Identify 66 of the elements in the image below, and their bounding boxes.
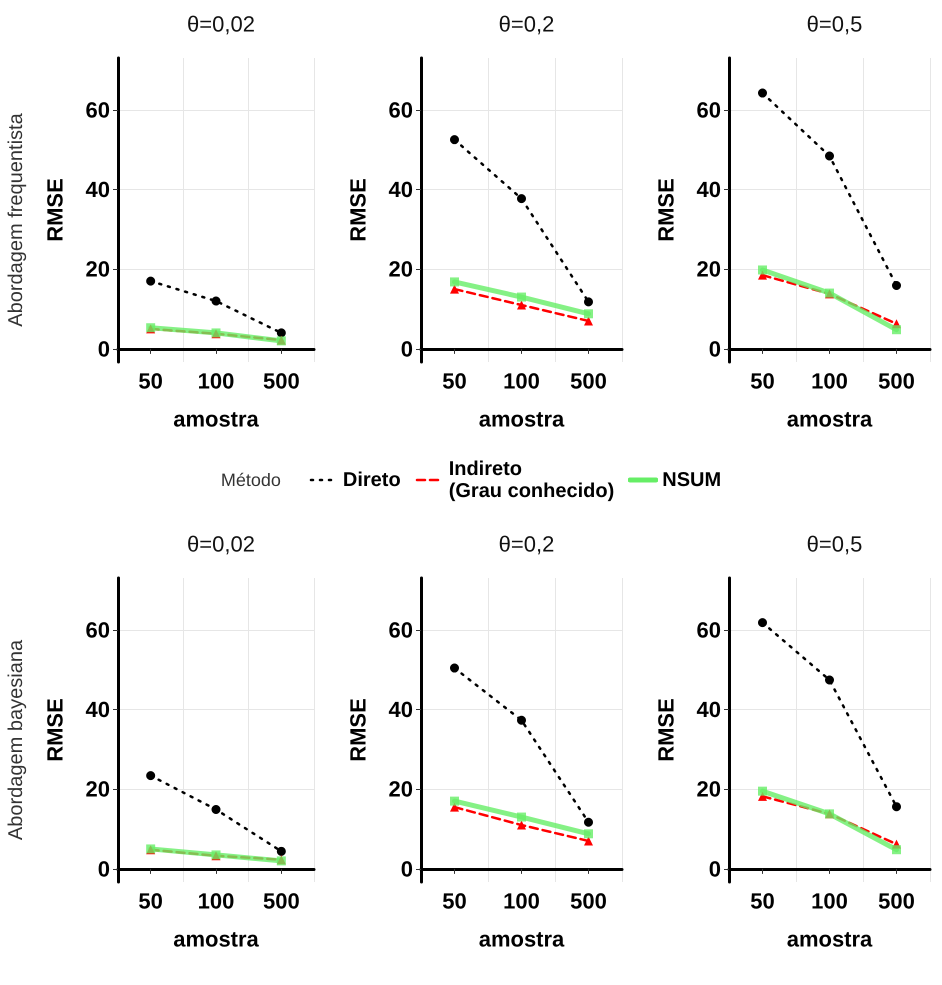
y-axis-title: RMSE [654, 698, 678, 762]
y-tick-label: 20 [696, 776, 721, 802]
x-tick-label: 100 [503, 888, 540, 914]
legend-label: Direto [342, 469, 401, 491]
chart-title: θ=0,02 [187, 12, 255, 36]
y-tick-label: 40 [86, 176, 110, 202]
y-tick-label: 60 [86, 617, 110, 642]
x-tick-label: 500 [878, 368, 915, 394]
y-tick-label: 60 [696, 617, 721, 642]
text: Abordagem frequentista [5, 112, 27, 327]
x-tick-label: 500 [262, 888, 300, 914]
y-tick-label: 40 [388, 696, 413, 722]
y-tick-label: 60 [696, 97, 721, 122]
y-axis-title: RMSE [654, 178, 678, 242]
x-tick-label: 100 [198, 368, 234, 394]
y-tick-label: 0 [400, 856, 413, 882]
y-tick-label: 0 [98, 336, 110, 362]
x-tick-label: 500 [570, 888, 607, 914]
y-tick-label: 40 [696, 176, 721, 202]
y-axis-title: RMSE [42, 178, 68, 242]
x-tick-label: 500 [878, 888, 915, 914]
x-tick-label: 50 [750, 368, 775, 394]
y-tick-label: 20 [86, 256, 110, 282]
x-tick-label: 50 [138, 888, 163, 914]
x-axis-title: amostra [478, 926, 566, 952]
y-tick-label: 0 [708, 336, 721, 362]
y-tick-label: 60 [86, 97, 110, 122]
x-axis-title: amostra [173, 926, 260, 952]
y-tick-label: 0 [708, 856, 721, 882]
y-tick-label: 40 [388, 176, 413, 202]
x-tick-label: 100 [503, 368, 540, 394]
legend-label: Indireto (Grau conhecido) [448, 458, 614, 502]
x-tick-label: 50 [442, 888, 467, 914]
y-tick-label: 0 [400, 336, 413, 362]
x-tick-label: 500 [570, 368, 607, 394]
y-tick-label: 40 [86, 696, 110, 722]
y-tick-label: 20 [696, 256, 721, 282]
x-tick-label: 100 [811, 368, 848, 394]
x-tick-label: 50 [750, 888, 775, 914]
chart-title: θ=0,5 [806, 532, 862, 556]
legend-title: Método [220, 470, 281, 490]
x-axis-title: amostra [173, 406, 260, 432]
chart-title: θ=0,2 [498, 12, 554, 36]
chart-title: θ=0,02 [187, 532, 255, 556]
y-tick-label: 40 [696, 696, 721, 722]
chart-title: θ=0,5 [806, 12, 862, 36]
x-tick-label: 100 [811, 888, 848, 914]
y-axis-title: RMSE [346, 698, 370, 762]
y-tick-label: 60 [388, 97, 413, 122]
chart-title: θ=0,2 [498, 532, 554, 556]
y-tick-label: 20 [388, 256, 413, 282]
y-axis-title: RMSE [346, 178, 370, 242]
text: Abordagem bayesiana [5, 639, 27, 840]
x-axis-title: amostra [786, 926, 874, 952]
y-axis-title: RMSE [42, 698, 68, 762]
x-tick-label: 100 [198, 888, 234, 914]
y-tick-label: 20 [388, 776, 413, 802]
legend-label: NSUM [662, 469, 722, 491]
y-tick-label: 20 [86, 776, 110, 802]
y-tick-label: 60 [388, 617, 413, 642]
x-tick-label: 500 [262, 368, 300, 394]
y-tick-label: 0 [98, 856, 110, 882]
x-axis-title: amostra [786, 406, 874, 432]
x-tick-label: 50 [138, 368, 163, 394]
x-axis-title: amostra [478, 406, 566, 432]
x-tick-label: 50 [442, 368, 467, 394]
